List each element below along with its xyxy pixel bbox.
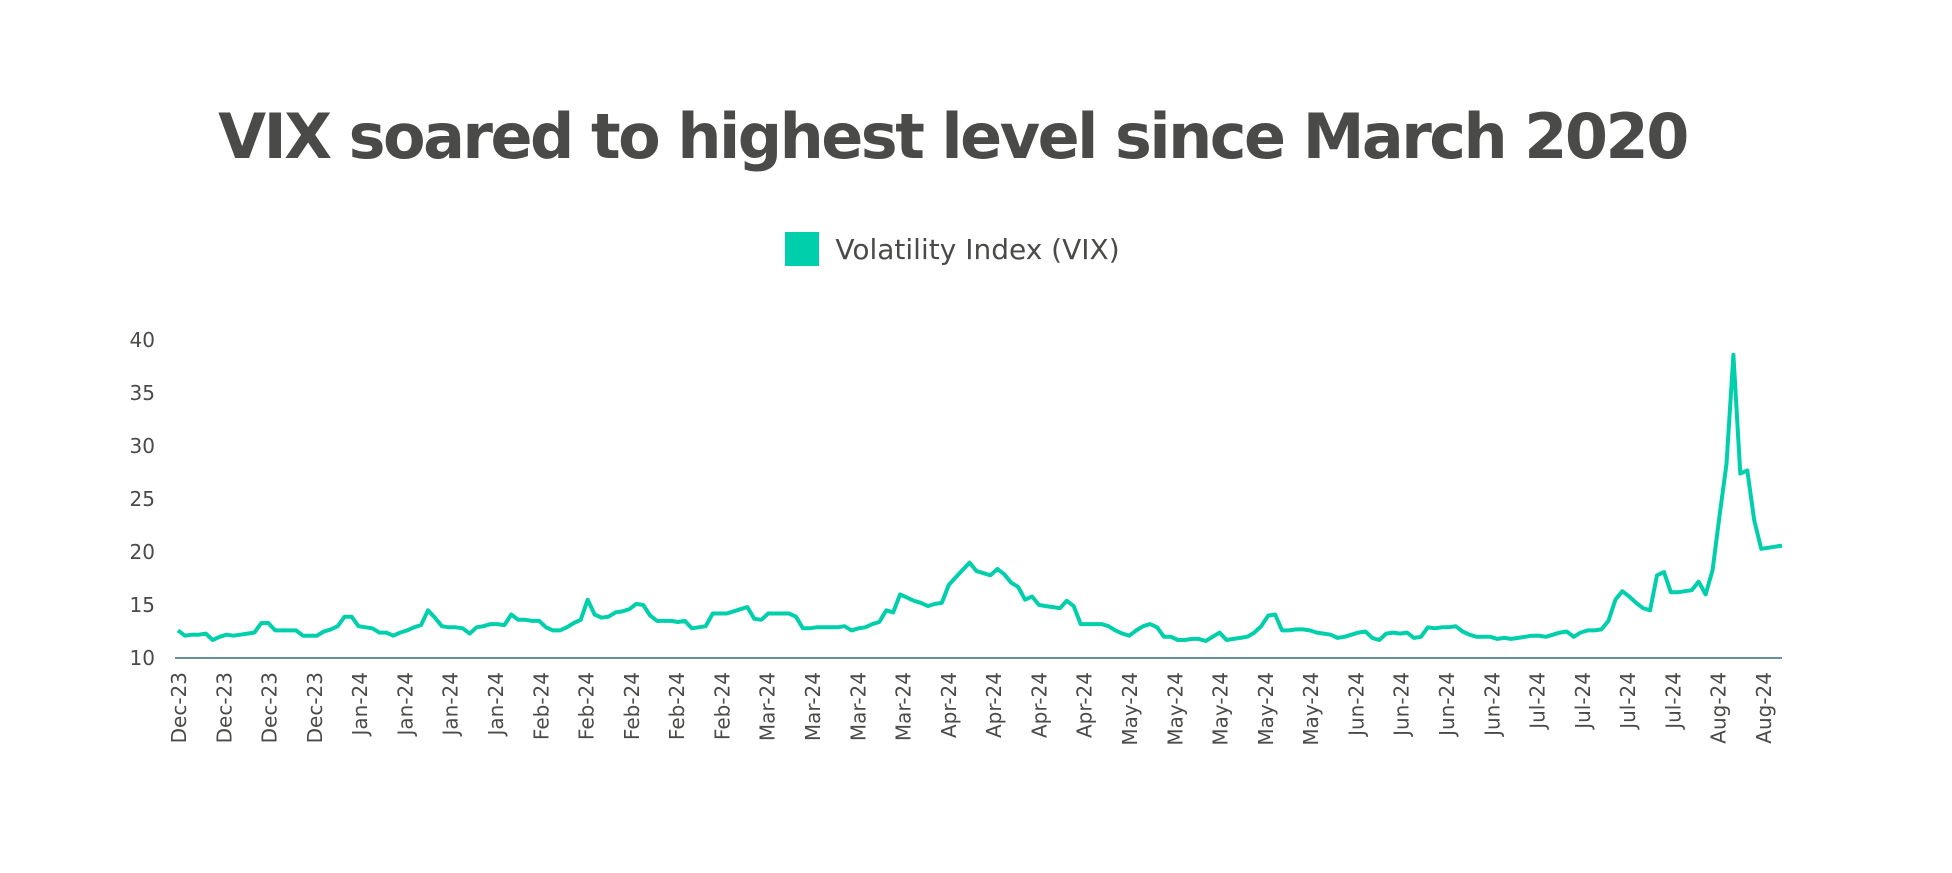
x-tick-label: May-24 [1254,672,1278,746]
x-tick-label: Aug-24 [1752,672,1776,744]
x-tick-label: Dec-23 [167,672,191,743]
y-tick-label: 25 [130,487,155,511]
x-tick-label: May-24 [1118,672,1142,746]
x-tick-label: Jan-24 [393,672,417,738]
x-tick-label: Jun-24 [1344,672,1368,738]
x-axis: Dec-23 Dec-23 Dec-23 Dec-23 Jan-24 Jan-24 Jan-… [167,672,1776,746]
chart-title: VIX soared to highest level since March … [218,100,1689,173]
x-tick-label: Feb-24 [710,672,734,740]
x-tick-label: Dec-23 [258,672,282,743]
x-tick-label: Jul-24 [1571,672,1595,731]
x-tick-label: Apr-24 [937,672,961,738]
y-tick-label: 15 [130,593,155,617]
x-tick-label: May-24 [1209,672,1233,746]
x-tick-label: Dec-23 [212,672,236,743]
x-tick-label: Mar-24 [846,672,870,741]
x-tick-label: Jul-24 [1526,672,1550,731]
x-tick-label: Apr-24 [982,672,1006,738]
x-tick-label: Dec-23 [303,672,327,743]
x-tick-label: Feb-24 [665,672,689,740]
x-tick-label: Mar-24 [801,672,825,741]
x-tick-label: Jul-24 [1661,672,1685,731]
x-tick-label: Jun-24 [1435,672,1459,738]
x-tick-label: Jun-24 [1480,672,1504,738]
y-tick-label: 30 [130,434,155,458]
y-tick-label: 10 [130,646,155,670]
y-tick-label: 20 [130,540,155,564]
y-tick-label: 40 [130,328,155,352]
y-tick-label: 35 [130,381,155,405]
legend-label: Volatility Index (VIX) [835,232,1120,266]
x-tick-label: Jul-24 [1616,672,1640,731]
x-tick-label: Feb-24 [620,672,644,740]
y-axis: 10 15 20 25 30 35 40 [130,328,155,670]
x-tick-label: Aug-24 [1707,672,1731,744]
x-tick-label: Jan-24 [348,672,372,738]
x-tick-label: Jan-24 [439,672,463,738]
x-tick-label: Jan-24 [484,672,508,738]
series-line-vix [176,352,1783,643]
x-tick-label: Jun-24 [1390,672,1414,738]
x-tick-label: Feb-24 [529,672,553,740]
legend-swatch [785,232,820,266]
x-tick-label: Feb-24 [575,672,599,740]
x-tick-label: Mar-24 [892,672,916,741]
x-tick-label: May-24 [1163,672,1187,746]
x-tick-label: May-24 [1299,672,1323,746]
x-tick-label: Apr-24 [1027,672,1051,738]
legend: Volatility Index (VIX) [0,232,1905,266]
x-tick-label: Mar-24 [756,672,780,741]
x-tick-label: Apr-24 [1073,672,1097,738]
